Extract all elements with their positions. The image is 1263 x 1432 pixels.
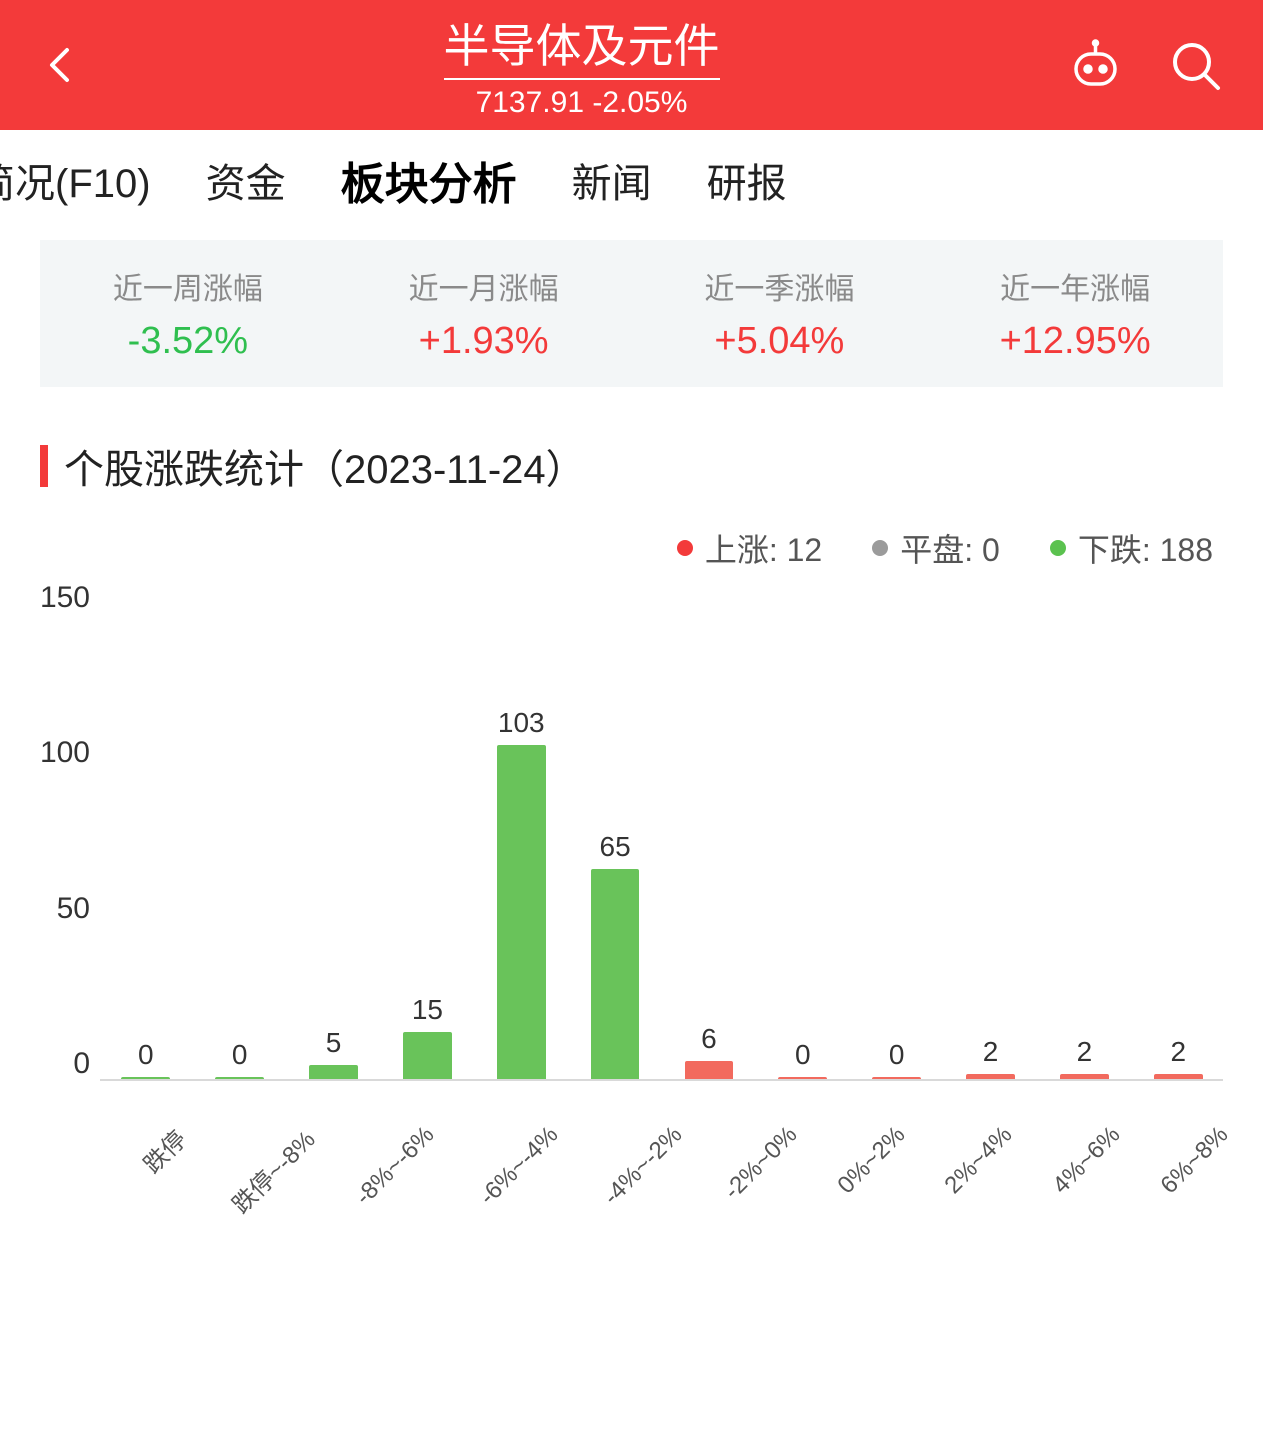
- tab-1[interactable]: 资金: [206, 131, 286, 229]
- x-label-4: -4%~-2%: [559, 1081, 658, 1201]
- stat-2: 近一季涨幅 +5.04%: [632, 264, 928, 363]
- legend-item-0: 上涨: 12: [677, 525, 822, 571]
- stat-label: 近一季涨幅: [704, 264, 854, 308]
- bar-col-4: 103: [486, 707, 556, 1081]
- bar-col-7: 0: [768, 1039, 838, 1081]
- tab-0[interactable]: 简况(F10): [0, 131, 151, 229]
- x-label-9: 6%~8%: [1121, 1081, 1204, 1201]
- y-tick: 0: [20, 1047, 90, 1081]
- bar-value-label: 5: [326, 1027, 342, 1059]
- x-tick-text: 4%~6%: [1048, 1121, 1127, 1200]
- x-tick-text: -2%~0%: [719, 1121, 803, 1205]
- x-axis: 跌停跌停~-8%-8%~-6% -6%~-4% -4%~-2% -2%~0% 0%~2%…: [110, 1081, 1213, 1201]
- header-left: [40, 45, 160, 85]
- bar-col-1: 0: [205, 1039, 275, 1081]
- bar-col-6: 6: [674, 1023, 744, 1081]
- plot-area: 0 0 5 15 103 65 6 0 0 2 2 2: [110, 591, 1213, 1081]
- bar-value-label: 15: [412, 994, 443, 1026]
- legend-text: 下跌: 188: [1078, 525, 1213, 571]
- stat-3: 近一年涨幅 +12.95%: [927, 264, 1223, 363]
- legend-dot-icon: [872, 540, 888, 556]
- x-tick-text: -8%~-6%: [350, 1121, 440, 1211]
- bar-value-label: 2: [983, 1036, 999, 1068]
- bar: [403, 1032, 452, 1081]
- index-value: 7137.91: [476, 86, 584, 119]
- tab-4[interactable]: 研报: [707, 131, 787, 229]
- x-label-5: -2%~0%: [682, 1081, 773, 1201]
- y-tick: 100: [20, 736, 90, 770]
- bar-value-label: 6: [701, 1023, 717, 1055]
- legend-dot-icon: [1050, 540, 1066, 556]
- bar: [497, 745, 546, 1081]
- bar-col-2: 5: [299, 1027, 369, 1081]
- header-title-block[interactable]: 半导体及元件 7137.91 -2.05%: [160, 10, 1003, 120]
- bar-value-label: 2: [1077, 1036, 1093, 1068]
- section-title-text: 个股涨跌统计（2023-11-24）: [64, 437, 586, 495]
- bars: 0 0 5 15 103 65 6 0 0 2 2 2: [111, 591, 1213, 1081]
- bar-col-8: 0: [862, 1039, 932, 1081]
- legend-item-2: 下跌: 188: [1050, 525, 1213, 571]
- stat-label: 近一月涨幅: [409, 264, 559, 308]
- y-tick: 50: [20, 892, 90, 926]
- page-title: 半导体及元件: [444, 10, 720, 80]
- bar-col-11: 2: [1143, 1036, 1213, 1081]
- bar-value-label: 0: [889, 1039, 905, 1071]
- bar-col-10: 2: [1050, 1036, 1120, 1081]
- index-summary: 7137.91 -2.05%: [476, 86, 688, 120]
- x-tick-text: 跌停~-8%: [223, 1121, 322, 1220]
- x-label-2: -8%~-6%: [311, 1081, 410, 1201]
- distribution-chart: 150100500 0051510365600222 跌停跌停~-8%-8%~-…: [100, 581, 1223, 1201]
- y-axis: 150 100 50 0: [20, 581, 90, 1081]
- legend-dot-icon: [677, 540, 693, 556]
- index-change: -2.05%: [592, 86, 687, 119]
- stat-label: 近一年涨幅: [1000, 264, 1150, 308]
- bar-value-label: 103: [498, 707, 545, 739]
- period-stats: 近一周涨幅 -3.52% 近一月涨幅 +1.93% 近一季涨幅 +5.04% 近一年涨幅 +1…: [40, 240, 1223, 387]
- x-label-6: 0%~2%: [798, 1081, 881, 1201]
- stat-value: +1.93%: [419, 320, 549, 363]
- stat-label: 近一周涨幅: [113, 264, 263, 308]
- tab-3[interactable]: 新闻: [572, 131, 652, 229]
- bar-value-label: 0: [138, 1039, 154, 1071]
- x-tick-text: -4%~-2%: [598, 1121, 688, 1211]
- tab-bar: 简况(F10) 资金板块分析新闻研报: [0, 130, 1263, 230]
- stat-1: 近一月涨幅 +1.93%: [336, 264, 632, 363]
- x-tick-text: 6%~8%: [1155, 1121, 1234, 1200]
- x-tick-text: 2%~4%: [940, 1121, 1019, 1200]
- x-label-0: 跌停: [110, 1081, 158, 1201]
- x-label-7: 2%~4%: [905, 1081, 988, 1201]
- chart-legend: 上涨: 12 平盘: 0 下跌: 188: [0, 525, 1263, 571]
- tab-2[interactable]: 板块分析: [341, 130, 517, 230]
- assistant-icon[interactable]: [1068, 38, 1123, 93]
- stat-value: +12.95%: [1000, 320, 1151, 363]
- y-tick: 150: [20, 581, 90, 615]
- legend-text: 上涨: 12: [705, 525, 822, 571]
- stat-0: 近一周涨幅 -3.52%: [40, 264, 336, 363]
- bar-value-label: 2: [1170, 1036, 1186, 1068]
- search-icon[interactable]: [1168, 38, 1223, 93]
- stat-value: +5.04%: [714, 320, 844, 363]
- bar-col-5: 65: [580, 831, 650, 1081]
- bar-value-label: 0: [232, 1039, 248, 1071]
- legend-item-1: 平盘: 0: [872, 525, 1000, 571]
- stat-value: -3.52%: [128, 320, 248, 363]
- bar-col-9: 2: [956, 1036, 1026, 1081]
- legend-text: 平盘: 0: [900, 525, 1000, 571]
- bar-value-label: 0: [795, 1039, 811, 1071]
- bar-col-0: 0: [111, 1039, 181, 1081]
- x-tick-text: 0%~2%: [832, 1121, 911, 1200]
- app-header: 半导体及元件 7137.91 -2.05%: [0, 0, 1263, 130]
- back-icon[interactable]: [40, 45, 80, 85]
- x-tick-text: -6%~-4%: [474, 1121, 564, 1211]
- bar-col-3: 15: [393, 994, 463, 1081]
- x-label-3: -6%~-4%: [435, 1081, 534, 1201]
- x-label-8: 4%~6%: [1013, 1081, 1096, 1201]
- bar-value-label: 65: [600, 831, 631, 863]
- x-label-1: 跌停~-8%: [182, 1081, 287, 1201]
- header-actions: [1003, 38, 1223, 93]
- bar: [591, 869, 640, 1081]
- section-title: 个股涨跌统计（2023-11-24）: [40, 437, 1223, 495]
